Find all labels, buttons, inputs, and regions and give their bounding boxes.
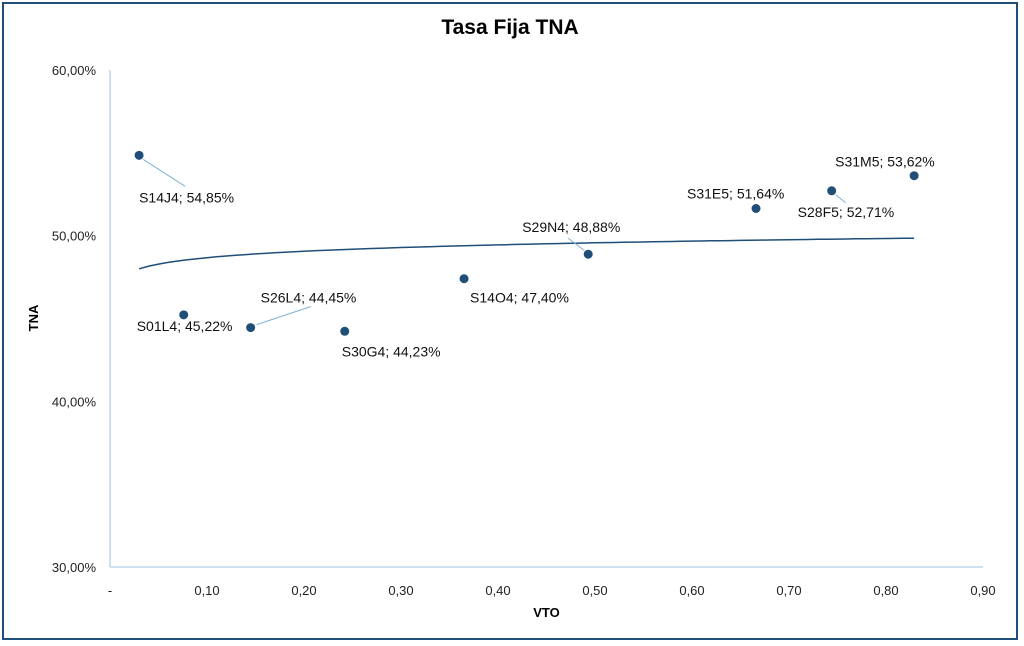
data-label-s29n4: S29N4; 48,88% xyxy=(522,219,620,235)
x-tick-label: 0,20 xyxy=(291,583,316,598)
x-tick-label: 0,30 xyxy=(388,583,413,598)
x-tick-label: 0,80 xyxy=(873,583,898,598)
data-label-s28f5: S28F5; 52,71% xyxy=(798,204,895,220)
x-tick-label: - xyxy=(108,583,112,598)
x-tick-label: 0,70 xyxy=(776,583,801,598)
y-tick-label: 60,00% xyxy=(52,63,97,78)
data-point-s29n4 xyxy=(583,249,593,259)
data-point-s01l4 xyxy=(179,310,189,320)
x-tick-label: 0,90 xyxy=(970,583,995,598)
label-leader-line xyxy=(567,237,585,251)
x-tick-label: 0,60 xyxy=(679,583,704,598)
x-tick-label: 0,10 xyxy=(194,583,219,598)
label-leader-line xyxy=(835,194,846,204)
chart-frame xyxy=(2,2,1018,640)
data-label-s14j4: S14J4; 54,85% xyxy=(139,189,234,205)
data-label-s26l4: S26L4; 44,45% xyxy=(261,290,357,306)
data-point-s31e5 xyxy=(751,203,761,213)
data-label-s30g4: S30G4; 44,23% xyxy=(342,343,441,359)
x-tick-label: 0,50 xyxy=(582,583,607,598)
label-leader-line xyxy=(256,306,311,326)
label-leader-line xyxy=(142,158,186,187)
data-point-s30g4 xyxy=(340,326,350,336)
trendline xyxy=(138,237,915,270)
data-point-s28f5 xyxy=(827,186,837,196)
x-tick-label: 0,40 xyxy=(485,583,510,598)
data-point-s31m5 xyxy=(909,171,919,181)
y-tick-label: 40,00% xyxy=(52,394,97,409)
y-tick-label: 30,00% xyxy=(52,560,97,575)
data-label-s14o4: S14O4; 47,40% xyxy=(470,290,569,306)
data-point-s26l4 xyxy=(246,323,256,333)
data-point-s14o4 xyxy=(459,274,469,284)
data-label-s31e5: S31E5; 51,64% xyxy=(687,185,784,201)
data-label-s01l4: S01L4; 45,22% xyxy=(137,318,233,334)
data-point-s14j4 xyxy=(134,150,144,160)
y-axis-title: TNA xyxy=(26,304,41,331)
y-tick-label: 50,00% xyxy=(52,229,97,244)
x-axis-title: VTO xyxy=(533,605,560,620)
data-label-s31m5: S31M5; 53,62% xyxy=(835,154,935,170)
chart-title: Tasa Fija TNA xyxy=(441,16,579,39)
